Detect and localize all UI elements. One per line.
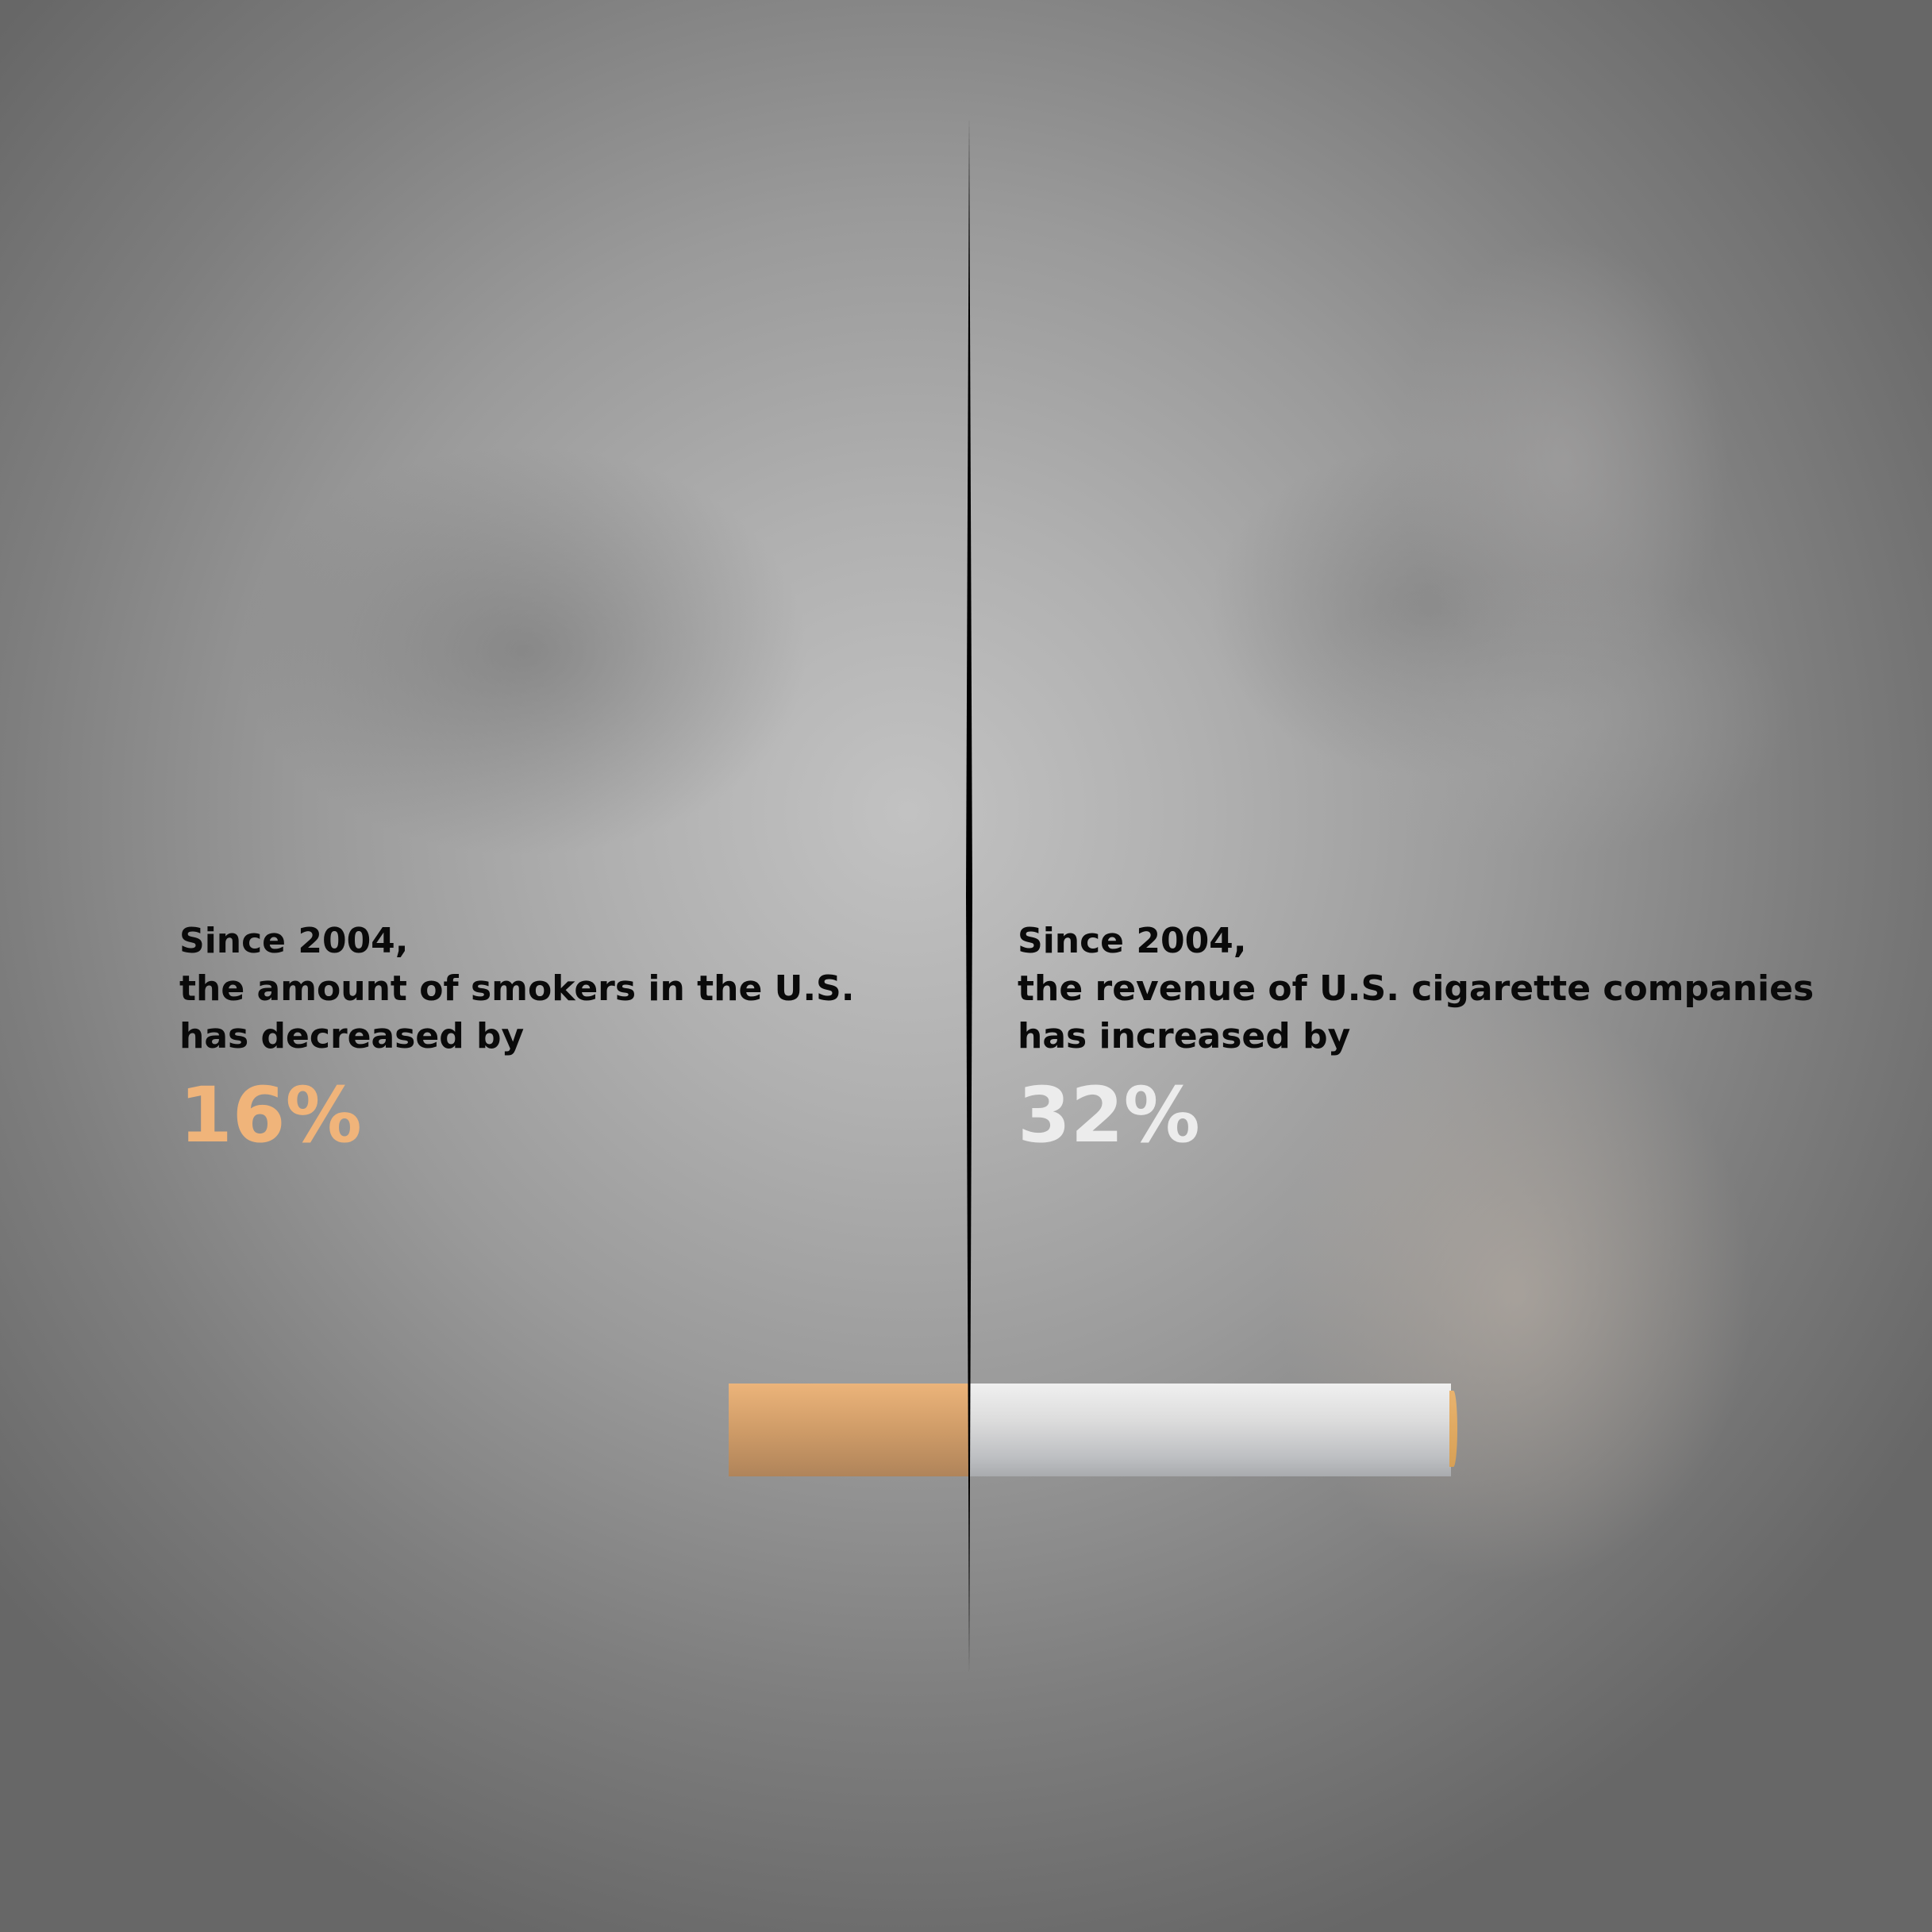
right-statement-line-1: Since 2004,: [1018, 921, 1247, 961]
left-percentage: 16%: [179, 1071, 362, 1160]
left-statement-line-2: the amount of smokers in the U.S.: [179, 968, 855, 1009]
cigarette-burning-tip: [1449, 1391, 1457, 1467]
smoke-shadow-right: [1207, 445, 1651, 778]
smoke-plume-middle: [1286, 572, 1794, 857]
cigarette-paper: [968, 1384, 1451, 1476]
center-divider-line: [966, 117, 972, 1673]
smoke-plume-lower: [1270, 992, 1762, 1595]
left-statement: Since 2004, the amount of smokers in the…: [179, 918, 854, 1060]
right-percentage: 32%: [1018, 1071, 1200, 1160]
left-statement-line-3: has decreased by: [179, 1016, 525, 1056]
right-statement-line-3: has increased by: [1018, 1016, 1351, 1056]
right-statement: Since 2004, the revenue of U.S. cigarett…: [1018, 918, 1814, 1060]
right-statement-line-2: the revenue of U.S. cigarette companies: [1018, 968, 1815, 1009]
smoke-shadow-left: [238, 445, 810, 857]
smoke-plume-upper: [1397, 238, 1730, 683]
left-statement-line-1: Since 2004,: [179, 921, 409, 961]
cigarette-filter: [729, 1384, 968, 1476]
